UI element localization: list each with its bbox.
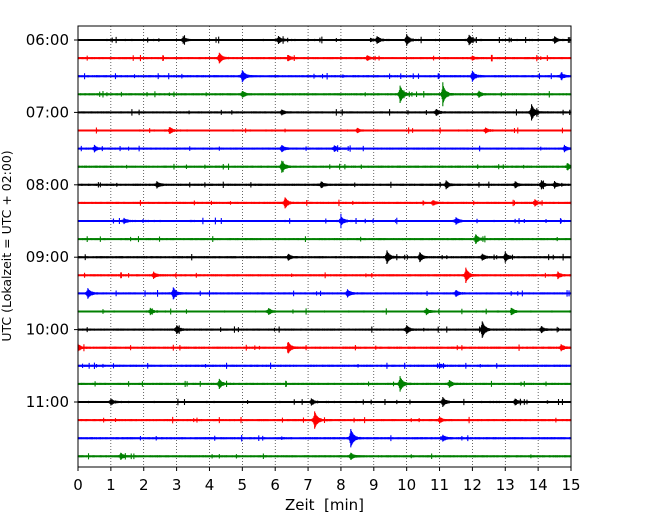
- y-tick-label: 08:00: [26, 176, 69, 194]
- y-tick-label: 10:00: [26, 321, 69, 339]
- x-tick-label: 14: [529, 476, 548, 494]
- x-tick-label: 10: [397, 476, 416, 494]
- y-tick-label: 09:00: [26, 248, 69, 266]
- x-axis-label: Zeit [min]: [285, 496, 364, 514]
- y-axis: 06:00 07:00 08:00 09:00 10:00 11:00: [26, 31, 78, 411]
- plot-frame: [77, 25, 572, 468]
- y-tick-label: 06:00: [26, 31, 69, 49]
- x-tick-label: 0: [73, 476, 83, 494]
- x-axis: 0 1 2 3 4 5 6 7 8 9 10 11 12 13 14 15: [73, 467, 581, 494]
- y-axis-label: UTC (Lokalzeit = UTC + 02:00): [0, 150, 14, 341]
- x-tick-label: 2: [139, 476, 149, 494]
- x-tick-label: 7: [303, 476, 313, 494]
- x-tick-label: 1: [106, 476, 116, 494]
- x-tick-label: 4: [205, 476, 215, 494]
- y-tick-label: 11:00: [26, 393, 69, 411]
- x-tick-label: 5: [238, 476, 248, 494]
- x-tick-label: 12: [463, 476, 482, 494]
- minute-grid: [110, 26, 539, 467]
- seismic-traces: [77, 34, 572, 460]
- x-tick-label: 8: [336, 476, 346, 494]
- x-tick-label: 13: [496, 476, 515, 494]
- x-tick-label: 9: [369, 476, 379, 494]
- x-tick-label: 3: [172, 476, 182, 494]
- y-tick-label: 07:00: [26, 103, 69, 121]
- x-tick-label: 11: [430, 476, 449, 494]
- x-tick-label: 15: [561, 476, 580, 494]
- x-tick-label: 6: [270, 476, 280, 494]
